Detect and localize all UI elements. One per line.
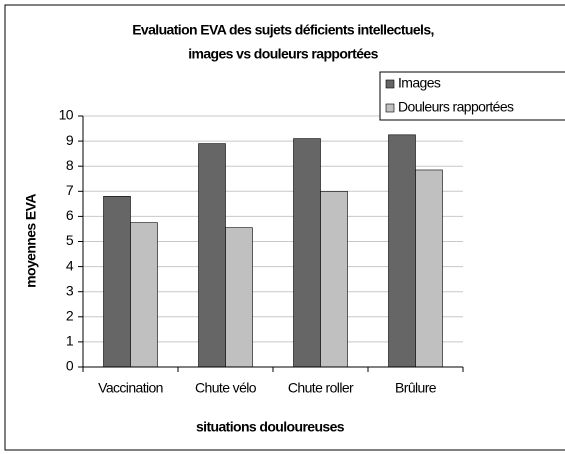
bar xyxy=(415,169,443,368)
bar xyxy=(130,222,158,368)
x-tick-label: Vaccination xyxy=(98,380,163,396)
y-axis-label: moyennes EVA xyxy=(23,194,39,288)
x-tick-label: Chute roller xyxy=(288,380,354,396)
y-tick-label: 10 xyxy=(59,107,74,123)
chart-title: Evaluation EVA des sujets déficients int… xyxy=(132,22,434,38)
bar xyxy=(388,134,416,368)
y-tick-label: 4 xyxy=(66,257,74,273)
y-tick-label: 8 xyxy=(66,157,74,173)
y-tick-label: 9 xyxy=(66,132,74,148)
bar xyxy=(198,143,226,368)
bar xyxy=(225,227,253,368)
legend-swatch xyxy=(385,103,395,113)
legend-box xyxy=(379,71,565,121)
x-tick-label: Chute vélo xyxy=(195,380,257,396)
y-tick-label: 6 xyxy=(66,207,74,223)
x-axis-label: situations douloureuses xyxy=(196,419,345,435)
y-tick-label: 2 xyxy=(66,308,74,324)
chart-title: images vs douleurs rapportées xyxy=(188,46,378,62)
y-tick-label: 7 xyxy=(66,182,74,198)
bar xyxy=(103,196,131,368)
bar xyxy=(293,138,321,368)
legend-label: Images xyxy=(398,75,441,91)
legend-swatch xyxy=(385,79,395,89)
y-tick-label: 1 xyxy=(66,333,74,349)
bar xyxy=(320,191,348,368)
legend-label: Douleurs rapportées xyxy=(398,99,514,115)
x-tick-label: Brûlure xyxy=(395,380,437,396)
y-tick-label: 3 xyxy=(66,282,74,298)
y-tick-label: 5 xyxy=(66,232,74,248)
y-tick-label: 0 xyxy=(66,358,74,374)
